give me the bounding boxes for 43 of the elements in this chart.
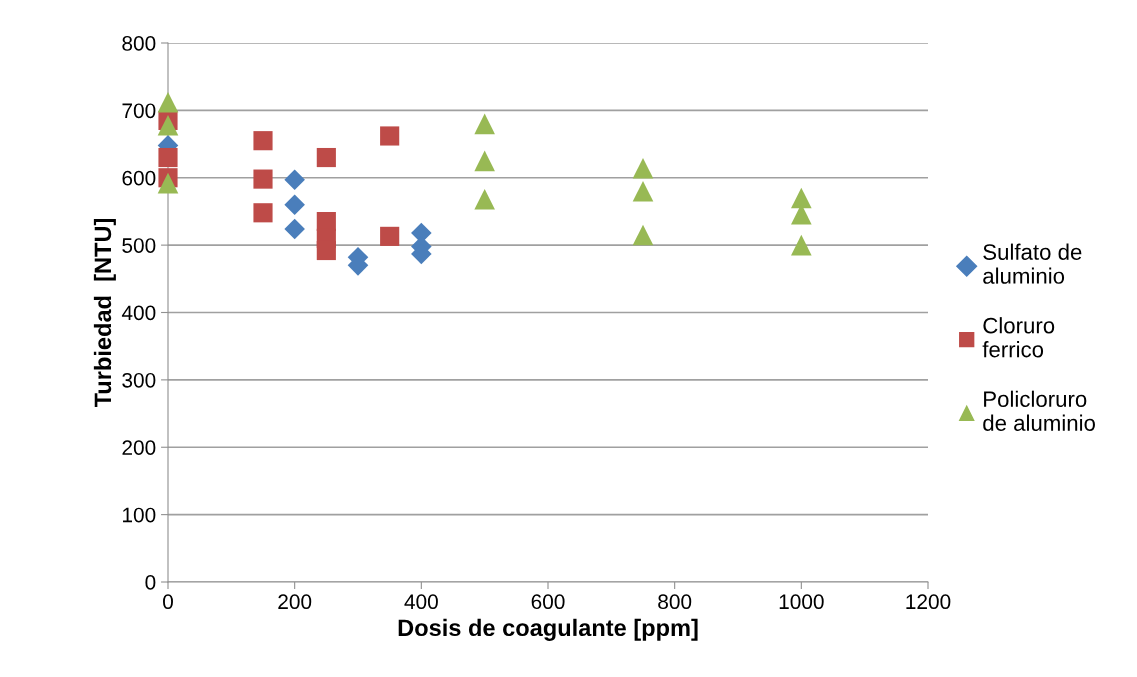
legend-label: Policloruro de aluminio <box>983 390 1095 431</box>
y-axis-title: Turbiedad [NTU] <box>93 218 116 408</box>
y-tick-label: 0 <box>145 575 156 590</box>
point <box>632 180 654 202</box>
point <box>157 114 179 136</box>
point <box>632 224 654 246</box>
x-tick-label: 200 <box>278 594 312 610</box>
point <box>253 169 273 189</box>
point <box>253 131 273 151</box>
x-tick-label: 0 <box>163 594 173 610</box>
point <box>253 203 273 223</box>
point <box>284 194 305 215</box>
point <box>791 187 812 209</box>
legend-label: Sulfato de aluminio <box>983 243 1082 284</box>
x-axis-title: Dosis de coagulante [ppm] <box>398 618 698 641</box>
point <box>158 147 178 168</box>
x-tick-label: 600 <box>531 594 565 610</box>
y-tick-label: 700 <box>122 103 156 119</box>
y-tick-label: 400 <box>121 305 156 321</box>
point <box>791 234 812 256</box>
y-tick-label: 200 <box>122 440 156 455</box>
point <box>157 91 179 113</box>
x-tick-label: 800 <box>658 594 692 610</box>
point <box>474 150 495 172</box>
x-tick-label: 400 <box>404 594 438 610</box>
point <box>474 189 495 210</box>
point <box>316 147 336 168</box>
point <box>157 172 179 194</box>
y-tick-label: 300 <box>122 372 156 388</box>
x-tick-label: 1000 <box>779 594 824 610</box>
y-tick-label: 800 <box>122 36 156 51</box>
point <box>284 169 305 191</box>
x-tick-label: 1200 <box>906 594 951 610</box>
point <box>380 226 400 246</box>
y-tick-label: 100 <box>123 507 156 523</box>
point <box>380 126 400 146</box>
point <box>284 218 305 240</box>
point <box>632 158 654 179</box>
point <box>316 240 336 261</box>
y-tick-label: 600 <box>122 170 156 186</box>
y-tick-label: 500 <box>122 238 156 253</box>
point <box>474 113 495 135</box>
legend-label: Cloruro ferrico <box>982 317 1055 358</box>
